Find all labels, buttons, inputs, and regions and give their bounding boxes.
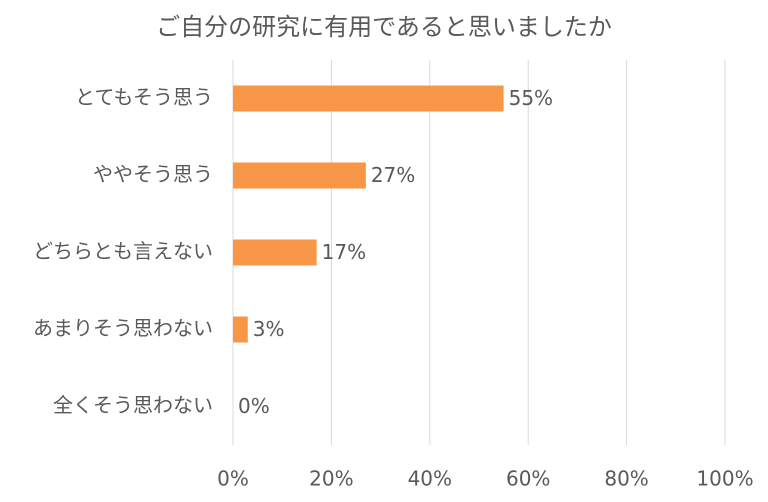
data-label: 55%: [509, 86, 553, 110]
y-tick-label: とてもそう思う: [75, 85, 213, 109]
x-tick-label: 100%: [696, 467, 753, 491]
y-tick-label: あまりそう思わない: [33, 316, 213, 340]
x-tick-label: 0%: [217, 467, 249, 491]
x-tick-label: 80%: [604, 467, 648, 491]
chart-title: ご自分の研究に有用であると思いましたか: [156, 13, 612, 41]
y-tick-label: ややそう思う: [93, 162, 213, 186]
data-label: 27%: [371, 163, 415, 187]
x-tick-label: 20%: [309, 467, 353, 491]
data-label: 17%: [322, 240, 366, 264]
y-tick-label: どちらとも言えない: [33, 239, 213, 263]
bar: [233, 316, 248, 343]
bar: [233, 239, 317, 266]
x-tick-label: 40%: [408, 467, 452, 491]
data-label: 3%: [253, 317, 285, 341]
bar: [233, 162, 366, 189]
bar: [233, 85, 504, 112]
data-label: 0%: [238, 394, 270, 418]
y-tick-label: 全くそう思わない: [53, 393, 213, 417]
x-tick-label: 60%: [506, 467, 550, 491]
